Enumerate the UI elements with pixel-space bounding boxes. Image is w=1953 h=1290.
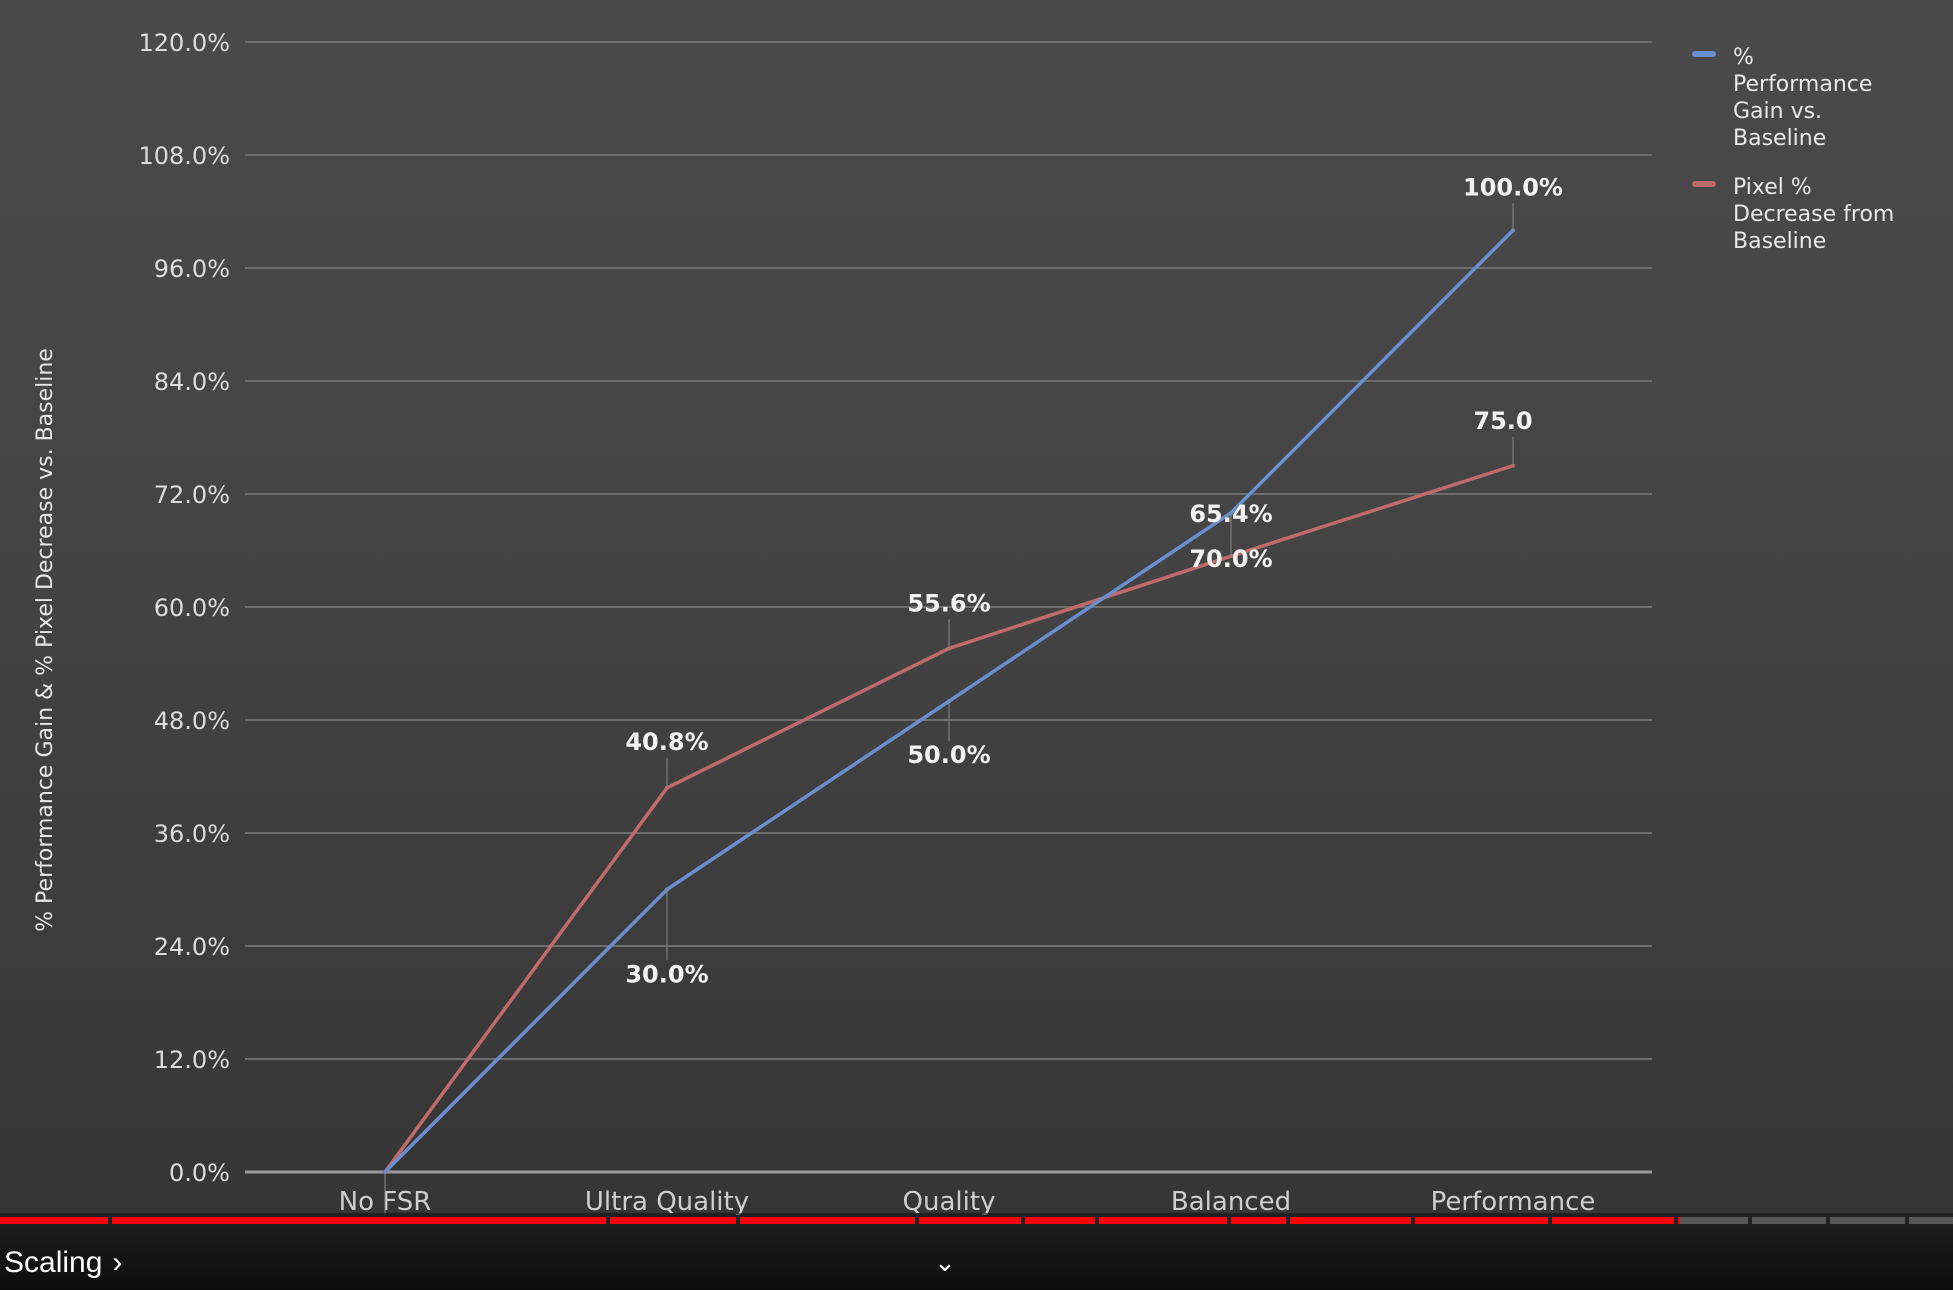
y-tick-label: 24.0%: [154, 933, 230, 961]
data-label: 40.8%: [625, 728, 708, 756]
y-axis-label: % Performance Gain & % Pixel Decrease vs…: [33, 348, 58, 932]
data-label: 100.0%: [1463, 173, 1563, 201]
legend-label: Pixel %: [1733, 175, 1812, 200]
legend-label: Decrease from: [1733, 202, 1894, 227]
chevron-right-icon: ›: [112, 1246, 123, 1279]
x-axis-ticks: No FSR Ultra Quality Quality Balanced Perfor…: [339, 1187, 1596, 1215]
y-tick-label: 0.0%: [169, 1159, 230, 1187]
series-line: [383, 464, 1514, 1174]
chapter-marker: [1905, 1217, 1909, 1224]
data-label: 65.4%: [1189, 500, 1272, 528]
y-tick-label: 96.0%: [154, 255, 230, 283]
y-tick-label: 48.0%: [154, 707, 230, 735]
y-tick-label: 120.0%: [138, 29, 230, 57]
x-tick-label: Ultra Quality: [585, 1187, 749, 1215]
chapter-marker: [1748, 1217, 1752, 1224]
chapter-title-button[interactable]: Scaling ›: [4, 1246, 122, 1280]
chapter-marker: [1286, 1217, 1290, 1224]
line-chart: 0.0% 12.0% 24.0% 36.0% 48.0% 60.0% 72.0% 84.0% 9…: [33, 29, 1894, 1215]
chapter-marker: [1095, 1217, 1099, 1224]
legend-swatch: [1692, 51, 1716, 57]
chapter-marker: [1826, 1217, 1830, 1224]
legend-label: Performance: [1733, 72, 1872, 97]
y-tick-label: 108.0%: [138, 142, 230, 170]
data-label: 30.0%: [625, 961, 708, 989]
chapter-marker: [736, 1217, 740, 1224]
chapter-title-text: Scaling: [4, 1246, 103, 1279]
chapter-marker: [606, 1217, 610, 1224]
chapter-marker: [1411, 1217, 1415, 1224]
video-player-bar: [0, 1213, 1953, 1290]
progress-bar[interactable]: [0, 1217, 1953, 1224]
data-labels: 30.0%50.0%70.0%100.0%0.0%40.8%55.6%65.4%…: [384, 173, 1563, 1215]
data-label: 75.0: [1473, 407, 1532, 435]
y-tick-label: 36.0%: [154, 820, 230, 848]
x-tick-label: Quality: [903, 1187, 996, 1215]
chapter-marker: [1021, 1217, 1025, 1224]
y-tick-label: 12.0%: [154, 1046, 230, 1074]
chapter-marker: [1227, 1217, 1231, 1224]
x-tick-label: Performance: [1431, 1187, 1596, 1215]
y-tick-label: 60.0%: [154, 594, 230, 622]
legend-label: %: [1733, 45, 1754, 70]
legend-label: Gain vs.: [1733, 99, 1822, 124]
chapter-marker: [1548, 1217, 1552, 1224]
chapter-marker: [1674, 1217, 1678, 1224]
chapter-marker: [108, 1217, 112, 1224]
x-tick-label: Balanced: [1171, 1187, 1291, 1215]
y-tick-label: 72.0%: [154, 481, 230, 509]
legend-swatch: [1692, 181, 1716, 187]
y-tick-label: 84.0%: [154, 368, 230, 396]
y-axis-ticks: 0.0% 12.0% 24.0% 36.0% 48.0% 60.0% 72.0% 84.0% 9…: [138, 29, 230, 1187]
data-label: 55.6%: [907, 589, 990, 617]
chapter-marker: [915, 1217, 919, 1224]
progress-fill: [0, 1217, 1680, 1224]
chevron-down-icon[interactable]: ⌄: [934, 1248, 956, 1278]
legend-label: Baseline: [1733, 126, 1826, 151]
data-label: 50.0%: [907, 741, 990, 769]
legend-label: Baseline: [1733, 229, 1826, 254]
